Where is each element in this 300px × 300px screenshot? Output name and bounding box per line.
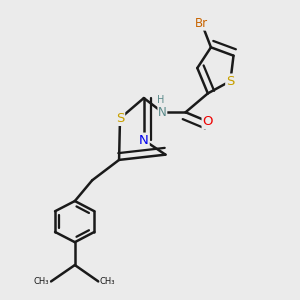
Text: N: N xyxy=(139,134,149,147)
Text: O: O xyxy=(202,115,213,128)
Text: CH₃: CH₃ xyxy=(34,277,50,286)
Text: H: H xyxy=(157,95,164,105)
Text: S: S xyxy=(226,74,235,88)
Text: CH₃: CH₃ xyxy=(100,277,116,286)
Text: Br: Br xyxy=(195,17,208,30)
Text: N: N xyxy=(158,106,167,119)
Text: S: S xyxy=(116,112,124,125)
